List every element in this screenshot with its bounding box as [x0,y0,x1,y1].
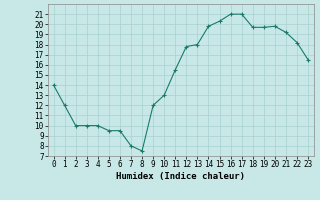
X-axis label: Humidex (Indice chaleur): Humidex (Indice chaleur) [116,172,245,181]
